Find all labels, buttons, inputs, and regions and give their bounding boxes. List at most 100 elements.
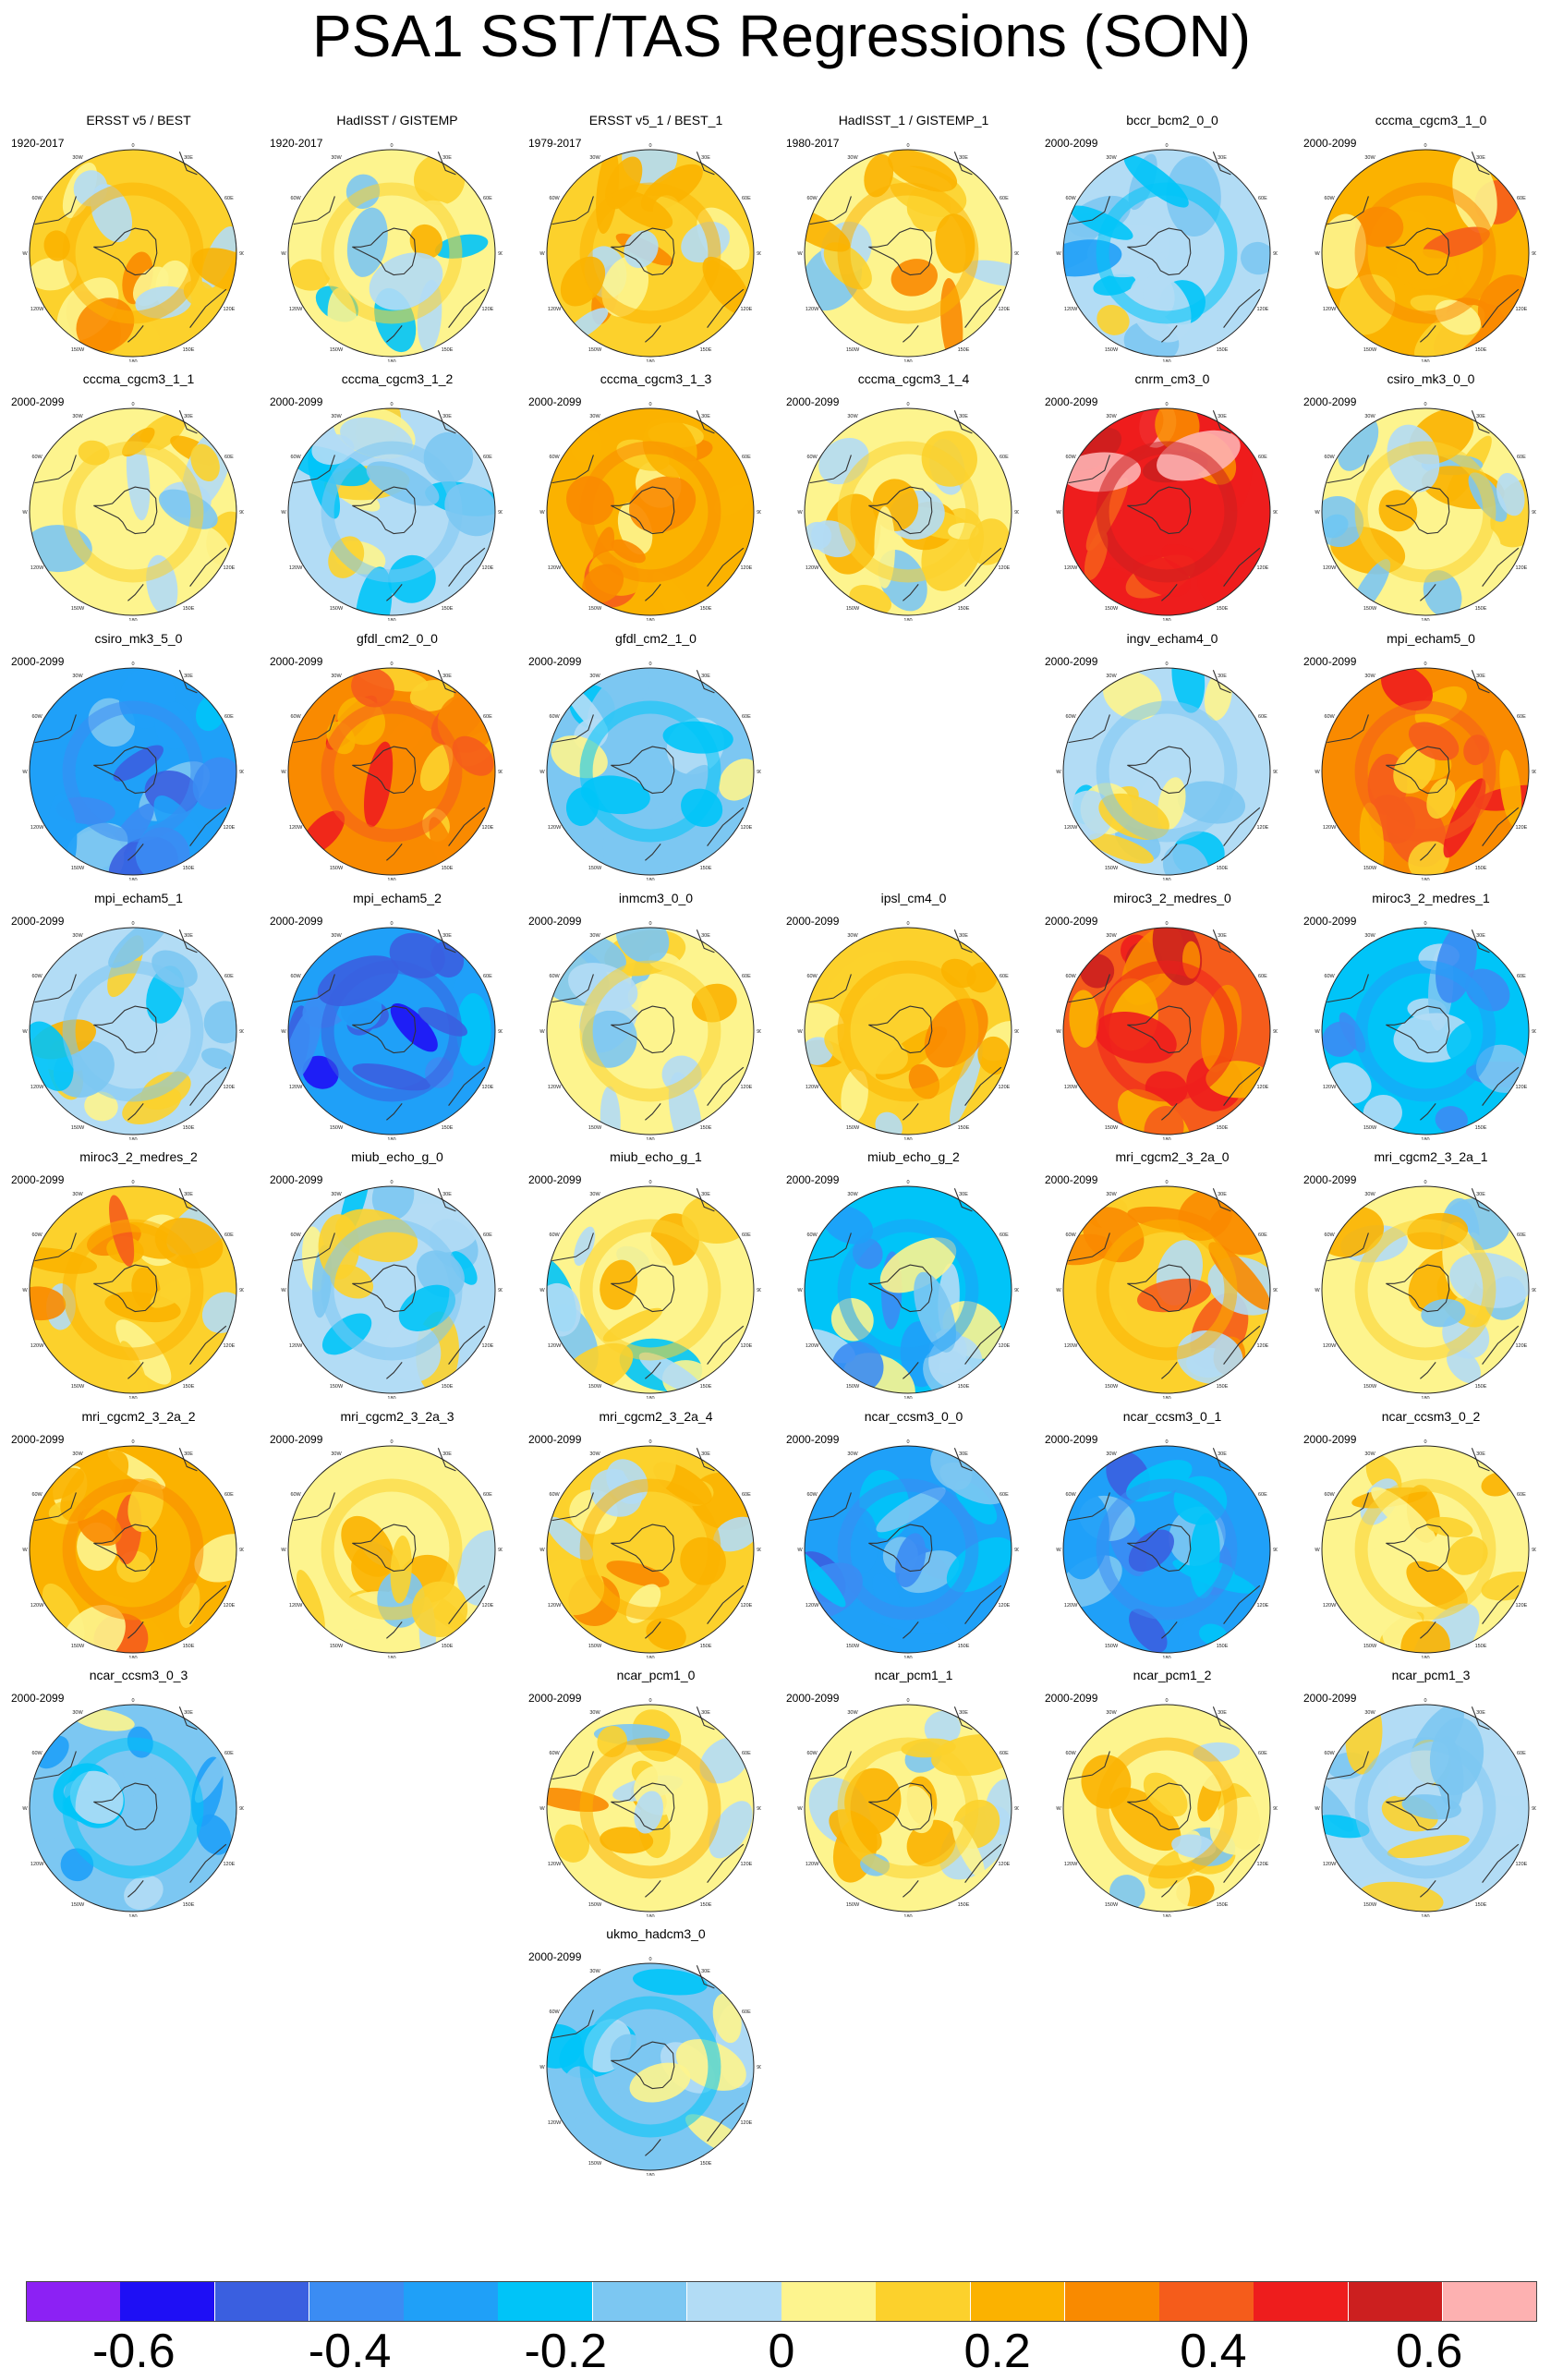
panel-title: HadISST / GISTEMP — [336, 113, 458, 128]
continent-outline — [611, 1005, 675, 1054]
longitude-label: 0 — [906, 1439, 909, 1445]
coastline — [964, 1843, 1002, 1883]
longitude-label: 90E — [1532, 510, 1536, 516]
panel-period: 1920-2017 — [11, 137, 65, 150]
longitude-label: 150W — [330, 866, 344, 871]
map-border — [287, 407, 496, 616]
longitude-label: 150E — [183, 1125, 195, 1131]
longitude-label: 150W — [71, 866, 85, 871]
longitude-label: 180 — [646, 1914, 654, 1917]
coastline — [293, 196, 335, 225]
colorbar-swatch — [1064, 2281, 1160, 2322]
coastline — [1420, 325, 1436, 343]
longitude-label: 180 — [128, 618, 137, 621]
longitude-label: 60E — [483, 196, 492, 201]
continent-outline — [1386, 1782, 1450, 1831]
continent-outline — [1386, 1005, 1450, 1054]
longitude-label: 180 — [387, 878, 395, 880]
longitude-label: 150E — [442, 347, 454, 353]
panel-title: miub_echo_g_0 — [351, 1149, 443, 1164]
coastline — [1223, 1066, 1261, 1106]
longitude-label: 30W — [847, 155, 858, 161]
longitude-label: 120E — [740, 825, 752, 831]
map-panel: ncar_ccsm3_0_0 2000-2099 0 30E 60E 90E 120E 150… — [784, 1409, 1043, 1658]
longitude-label: 90E — [757, 510, 761, 516]
field-anomaly-blob — [652, 764, 709, 825]
longitude-label: 60E — [1000, 1751, 1009, 1756]
longitude-label: 60W — [1324, 196, 1335, 201]
coastline — [1471, 670, 1490, 694]
coastline — [1161, 584, 1178, 601]
field-anomaly-blob — [1069, 990, 1099, 1048]
coastline — [964, 1066, 1002, 1106]
panel-title: ncar_ccsm3_0_1 — [1122, 1409, 1222, 1424]
longitude-label: 150W — [71, 1384, 85, 1390]
field-anomaly-blob — [1171, 668, 1206, 713]
continent-outline — [352, 1005, 417, 1054]
longitude-label: 30W — [589, 155, 600, 161]
field-anomaly-blob — [554, 1824, 590, 1863]
panel-title: miroc3_2_medres_2 — [79, 1149, 198, 1164]
polar-map: 0 30E 60E 90E 120E 150E 180 150W 120W 90W 60W 30W — [1056, 1692, 1278, 1917]
field-anomaly-blob — [713, 1516, 754, 1552]
coastline — [809, 455, 852, 484]
longitude-label: 150W — [330, 1125, 344, 1131]
longitude-label: 60E — [483, 974, 492, 979]
longitude-label: 90E — [498, 1288, 503, 1293]
longitude-label: 30W — [331, 1192, 342, 1197]
field-ring — [1354, 1478, 1496, 1621]
coastline — [903, 1880, 919, 1898]
longitude-label: 30W — [72, 414, 83, 419]
polar-map: 0 30E 60E 90E 120E 150E 180 150W 120W 90W 60W 30W — [539, 655, 761, 880]
coastline — [293, 714, 335, 744]
longitude-label: 180 — [387, 1656, 395, 1658]
continent-outline — [1127, 1782, 1192, 1831]
longitude-label: 180 — [128, 1396, 137, 1399]
panel-title: cccma_cgcm3_1_1 — [82, 371, 195, 386]
longitude-label: 30E — [442, 155, 452, 161]
continent-outline — [611, 2041, 675, 2090]
longitude-label: 30W — [1364, 1451, 1375, 1457]
longitude-label: 180 — [646, 1396, 654, 1399]
field-anomaly-blob — [575, 2112, 615, 2166]
field-anomaly-blob — [719, 759, 754, 801]
longitude-label: 120E — [1256, 565, 1268, 571]
field-anomaly-blob — [330, 1264, 374, 1299]
field-anomaly-blob — [137, 412, 187, 454]
longitude-label: 0 — [648, 662, 651, 667]
continent-outline — [1386, 227, 1450, 276]
coastline — [386, 844, 403, 861]
longitude-label: 120W — [806, 1862, 819, 1867]
longitude-label: 150E — [958, 347, 970, 353]
map-panel: ncar_pcm1_3 2000-2099 0 30E 60E 90E 120E 150E 18… — [1302, 1668, 1560, 1917]
coastline — [127, 584, 144, 601]
longitude-label: 90W — [797, 510, 803, 516]
panel-period: 2000-2099 — [1045, 137, 1098, 150]
coastline — [189, 1325, 227, 1365]
longitude-label: 180 — [1162, 1914, 1170, 1917]
longitude-label: 120W — [30, 1862, 44, 1867]
panel-period: 2000-2099 — [1303, 1173, 1357, 1186]
longitude-label: 120W — [30, 565, 44, 571]
map-panel: ingv_echam4_0 2000-2099 0 30E 60E 90E 120E 150E… — [1043, 631, 1302, 880]
longitude-label: 150W — [588, 606, 602, 612]
panel-title: miub_echo_g_1 — [610, 1149, 702, 1164]
longitude-label: 60E — [224, 1232, 234, 1238]
longitude-label: 60E — [1258, 1751, 1267, 1756]
panel-period: 1979-2017 — [528, 137, 582, 150]
longitude-label: 180 — [1162, 878, 1170, 880]
longitude-label: 150E — [958, 1902, 970, 1908]
longitude-label: 90E — [1273, 510, 1278, 516]
field-anomaly-blob — [914, 1271, 956, 1353]
longitude-label: 0 — [1424, 921, 1426, 927]
map-border — [29, 667, 237, 876]
polar-map-svg: 0 30E 60E 90E 120E 150E 180 150W 120W 90W 60W 30W — [281, 1180, 503, 1399]
longitude-label: 60W — [549, 714, 560, 720]
longitude-label: 90W — [281, 770, 286, 775]
longitude-label: 120W — [289, 565, 303, 571]
field-ring — [1354, 182, 1496, 324]
longitude-label: 90W — [281, 510, 286, 516]
panel-title: miub_echo_g_2 — [867, 1149, 960, 1164]
longitude-label: 150E — [700, 1644, 712, 1649]
longitude-label: 180 — [387, 359, 395, 362]
